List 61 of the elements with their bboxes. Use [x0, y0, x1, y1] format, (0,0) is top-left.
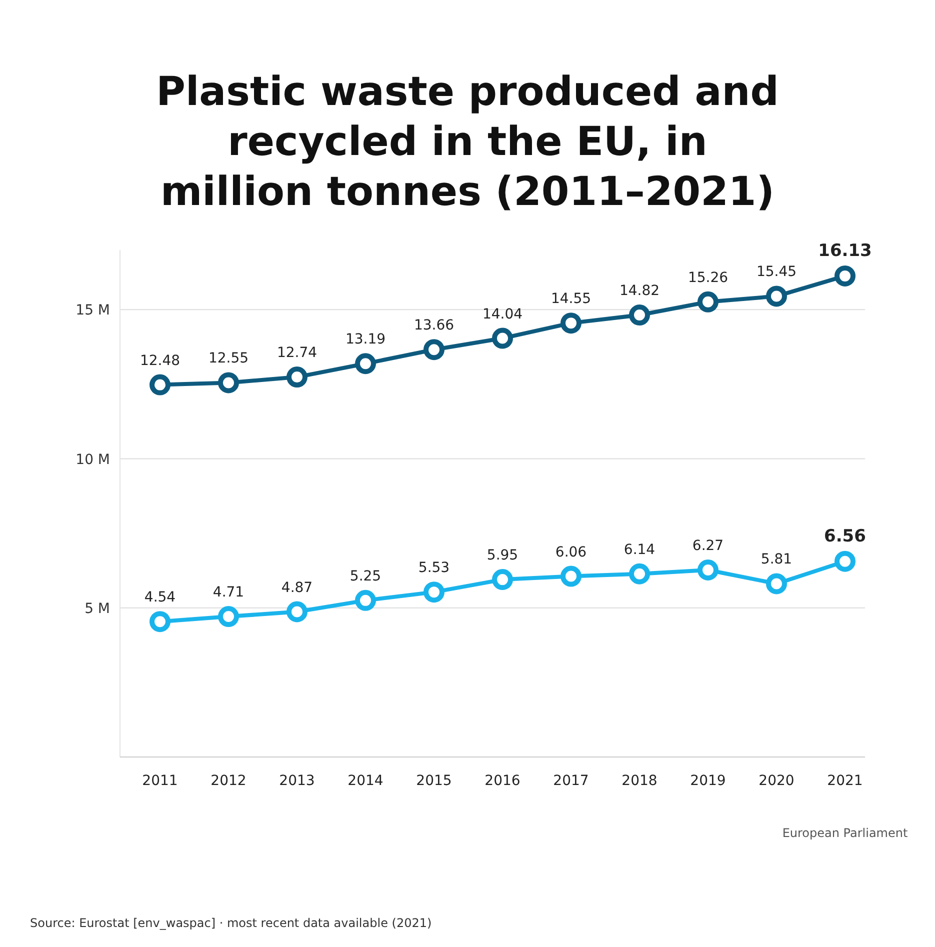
data-label: 6.14 — [624, 542, 656, 558]
x-tick-label: 2014 — [348, 773, 384, 789]
data-label: 12.48 — [140, 352, 180, 369]
data-label: 15.26 — [688, 270, 728, 286]
x-tick-label: 2016 — [484, 773, 520, 789]
x-tick-label: 2021 — [827, 773, 863, 789]
y-tick-label: 5 M — [84, 600, 110, 617]
point — [766, 573, 787, 594]
point — [150, 374, 170, 396]
x-tick-label: 2013 — [279, 773, 315, 789]
y-tick-label: 10 M — [76, 452, 110, 468]
point — [355, 353, 376, 374]
point — [629, 304, 650, 326]
point — [766, 286, 787, 307]
chart-title: Plastic waste produced and recycled in the EU, in million tonnes (2011–2021) — [156, 69, 779, 215]
x-tick-label: 2018 — [622, 773, 658, 789]
data-label: 4.87 — [281, 580, 313, 596]
data-label: 6.27 — [692, 538, 724, 554]
point — [629, 563, 650, 584]
data-label: 5.81 — [760, 552, 792, 568]
point — [560, 566, 582, 587]
point — [698, 560, 718, 581]
text: European Parliament — [782, 826, 908, 840]
data-label: 5.25 — [350, 568, 382, 584]
data-label: 5.53 — [418, 560, 450, 576]
point — [286, 601, 308, 622]
data-label: 5.95 — [486, 548, 518, 564]
point — [492, 569, 513, 590]
x-tick-label: 2019 — [690, 773, 726, 789]
data-label: 14.55 — [550, 291, 592, 308]
data-label: 4.54 — [144, 590, 176, 606]
point — [834, 550, 856, 572]
data-label: 16.13 — [818, 240, 872, 261]
x-tick-label: 2020 — [758, 773, 794, 789]
point — [286, 366, 308, 388]
data-label: 14.82 — [619, 283, 660, 300]
data-label: 13.66 — [414, 318, 454, 334]
point — [834, 265, 856, 286]
point — [492, 328, 513, 349]
source-note: Source: Eurostat [env_waspac] · most recent data available (2021) — [30, 916, 432, 930]
point — [150, 611, 170, 632]
point — [218, 372, 239, 394]
point — [424, 339, 444, 360]
data-label: 6.56 — [824, 526, 866, 546]
x-tick-label: 2015 — [416, 773, 452, 789]
point — [698, 291, 718, 312]
point — [560, 312, 582, 334]
point — [424, 582, 444, 603]
y-tick-label: 15 M — [76, 302, 110, 319]
data-label: 12.55 — [208, 350, 249, 367]
data-label: 6.06 — [555, 544, 587, 560]
data-label: 15.45 — [756, 264, 797, 280]
data-label: 12.74 — [276, 345, 318, 362]
data-label: 13.19 — [345, 332, 386, 348]
x-tick-label: 2017 — [553, 773, 589, 789]
x-tick-label: 2011 — [142, 773, 178, 789]
x-tick-label: 2012 — [210, 773, 246, 789]
data-label: 14.04 — [482, 306, 523, 322]
point — [355, 590, 376, 611]
point — [218, 606, 239, 628]
data-label: 4.71 — [212, 584, 244, 601]
